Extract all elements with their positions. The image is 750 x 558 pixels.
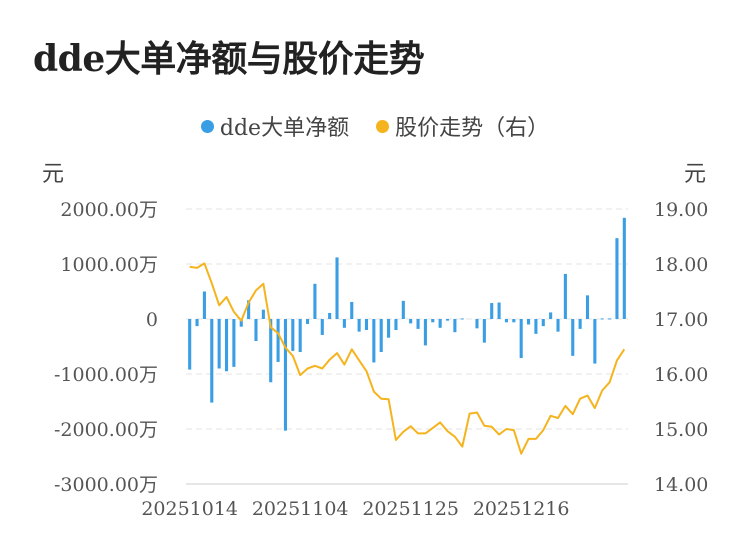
dde-bar	[445, 319, 450, 321]
y-right-tick-label: 19.00	[654, 199, 708, 221]
dde-bar	[519, 319, 523, 359]
dde-bar	[504, 319, 508, 323]
dde-bar	[217, 319, 221, 369]
dde-bar	[254, 319, 258, 341]
dde-bar	[615, 238, 619, 319]
dde-bar	[409, 319, 413, 324]
dde-bar	[320, 319, 324, 335]
dde-bar	[342, 319, 346, 328]
y-right-tick-label: 18.00	[654, 254, 708, 276]
x-tick-label: 20251125	[362, 498, 459, 520]
dde-bar	[534, 319, 538, 334]
y-right-tick-label: 17.00	[654, 309, 708, 331]
dde-bar	[195, 319, 199, 327]
dde-bar	[401, 300, 405, 319]
price-line	[189, 262, 626, 455]
dde-bar	[298, 319, 302, 352]
legend-swatch-price	[376, 119, 390, 133]
dde-bar	[269, 319, 273, 383]
dde-bar	[497, 302, 501, 319]
dde-bar	[585, 295, 590, 319]
dde-bar	[460, 318, 464, 320]
dde-bar	[224, 319, 229, 372]
dde-bar	[600, 318, 604, 320]
legend-label-price: 股价走势（右）	[395, 116, 550, 141]
dde-bar	[387, 319, 391, 338]
dde-bar	[438, 319, 442, 328]
dde-bar	[549, 312, 553, 319]
right-axis-unit: 元	[684, 162, 707, 187]
dde-bar	[283, 319, 287, 431]
dde-bar	[423, 319, 427, 346]
dde-bar	[232, 319, 236, 367]
dde-bar	[556, 319, 560, 332]
dde-bar	[313, 283, 317, 319]
dde-bar	[453, 319, 457, 333]
dde-bar	[202, 291, 206, 319]
dde-bar	[188, 319, 192, 370]
dde-bar	[541, 319, 545, 327]
legend-swatch-dde	[200, 119, 214, 133]
y-left-tick-label: 2000.00万	[60, 199, 158, 221]
dde-bar	[372, 319, 376, 363]
dde-bar	[291, 319, 295, 351]
y-left-tick-label: -2000.00万	[54, 419, 158, 441]
dde-bar	[527, 319, 531, 325]
dde-bar	[350, 301, 354, 319]
dde-bar	[276, 319, 280, 362]
dde-bar	[563, 273, 567, 319]
legend-label-dde: dde大单净额	[219, 116, 350, 141]
dde-bar	[622, 217, 626, 319]
x-tick-label: 20251014	[141, 498, 238, 520]
dde-bar	[482, 319, 486, 343]
dde-bar	[379, 319, 383, 352]
dde-bar	[431, 319, 435, 323]
dde-bar	[328, 312, 332, 319]
dde-bar	[239, 319, 243, 327]
y-left-tick-label: -3000.00万	[54, 474, 158, 496]
y-left-tick-label: 1000.00万	[60, 254, 158, 276]
dde-bar	[364, 319, 369, 330]
chart-legend: dde大单净额 股价走势（右）	[0, 110, 750, 142]
dde-bar	[261, 309, 265, 319]
dde-bar	[578, 319, 582, 329]
y-right-tick-label: 15.00	[654, 419, 708, 441]
legend-item-price[interactable]: 股价走势（右）	[376, 110, 549, 142]
dde-bar	[306, 319, 310, 324]
dde-bar	[512, 319, 516, 323]
left-axis-unit: 元	[42, 162, 65, 187]
dde-bar	[357, 319, 361, 332]
dde-bar	[210, 319, 214, 403]
dde-bar	[593, 319, 597, 364]
dde-bar	[490, 303, 494, 319]
x-tick-label: 20251216	[473, 498, 570, 520]
dde-bar	[608, 318, 612, 320]
y-left-tick-label: -1000.00万	[54, 364, 158, 386]
dde-bar	[335, 257, 339, 319]
dde-bar	[394, 319, 398, 330]
x-tick-label: 20251104	[252, 498, 349, 520]
y-right-tick-label: 14.00	[654, 474, 708, 496]
legend-item-dde[interactable]: dde大单净额	[200, 110, 350, 142]
dde-bar	[571, 319, 575, 356]
y-left-tick-label: 0	[146, 309, 158, 331]
dde-bar	[475, 319, 479, 329]
dde-bar	[416, 319, 420, 329]
dde-bar	[247, 300, 251, 319]
y-right-tick-label: 16.00	[654, 364, 708, 386]
chart-title: dde大单净额与股价走势	[33, 38, 425, 80]
